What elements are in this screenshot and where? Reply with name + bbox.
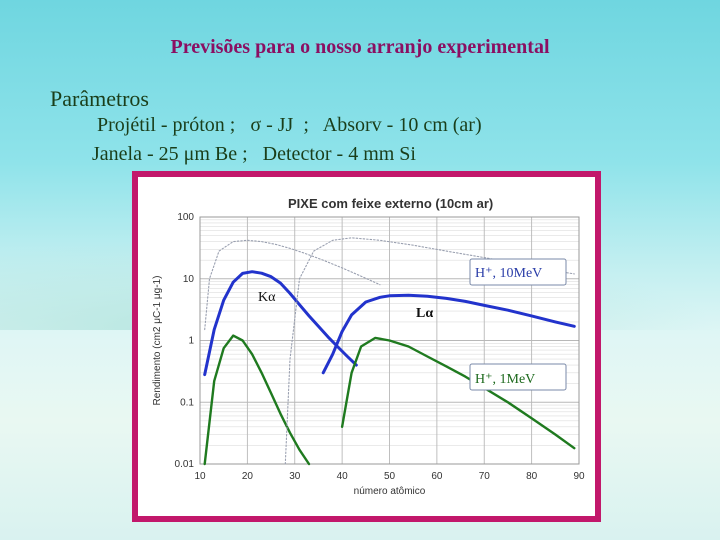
y-tick-label: 10	[183, 274, 195, 285]
x-tick-label: 30	[289, 471, 301, 482]
series-blue-solid-0	[203, 270, 358, 377]
params-line-projectile: Projétil - próton ; σ - JJ ; Absorv - 10…	[97, 114, 482, 136]
x-tick-label: 20	[242, 471, 254, 482]
box-10mev-frame	[469, 258, 567, 286]
y-tick-label: 100	[177, 212, 194, 223]
params-heading: Parâmetros	[50, 86, 149, 111]
chart-title: PIXE com feixe externo (10cm ar)	[288, 196, 493, 211]
box-1mev-frame	[469, 363, 567, 391]
plot-area-border	[199, 216, 580, 465]
series-gray-dotted-4	[204, 239, 381, 331]
x-tick-label: 50	[384, 471, 396, 482]
x-tick-label: 40	[337, 471, 349, 482]
y-tick-label: 0.01	[175, 459, 195, 470]
y-tick-label: 1	[188, 336, 194, 347]
x-tick-label: 70	[479, 471, 491, 482]
y-tick-labels: 0.01 0.1 1 10 100	[175, 212, 195, 470]
x-tick-label: 90	[573, 471, 585, 482]
y-tick-label: 0.1	[180, 397, 194, 408]
annotation-k-alpha: Kα	[258, 290, 276, 305]
x-tick-label: 80	[526, 471, 538, 482]
x-axis-label: número atômico	[354, 486, 426, 497]
x-tick-labels: 10 20 30 40 50 60 70 80 90	[194, 471, 585, 482]
annotation-l-alpha: Lα	[416, 306, 433, 321]
y-axis-label: Rendimento (cm2 μC-1 μg-1)	[152, 276, 163, 406]
series-green-solid-2	[203, 334, 311, 466]
chart-series	[203, 237, 576, 466]
chart-frame: PIXE com feixe externo (10cm ar) 0.01 0.1…	[132, 171, 601, 522]
pixe-chart: PIXE com feixe externo (10cm ar) 0.01 0.1…	[152, 196, 585, 497]
params-line-window: Janela - 25 μm Be ; Detector - 4 mm Si	[92, 143, 416, 165]
x-tick-label: 60	[431, 471, 443, 482]
annotation-10mev: H⁺, 10MeV	[475, 266, 542, 281]
series-green-solid-3	[340, 336, 576, 450]
x-tick-label: 10	[194, 471, 206, 482]
slide-title: Previsões para o nosso arranjo experimen…	[170, 36, 550, 58]
series-blue-solid-1	[321, 293, 576, 375]
annotation-1mev: H⁺, 1MeV	[475, 372, 535, 387]
